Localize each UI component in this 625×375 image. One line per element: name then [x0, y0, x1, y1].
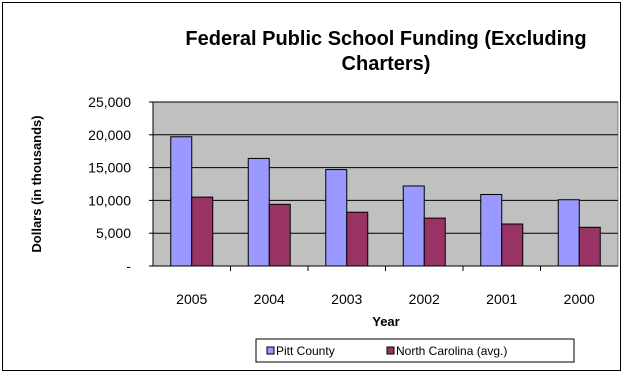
chart-frame: Federal Public School Funding (Excluding… [2, 2, 621, 371]
chart-title-line1: Federal Public School Funding (Excluding [185, 28, 586, 50]
bar-north-carolina-2005 [191, 196, 214, 267]
legend: Pitt County North Carolina (avg.) [255, 338, 575, 363]
bar-north-carolina-2004 [268, 203, 291, 267]
y-axis-ticks: - 5,000 10,000 15,000 20,000 25,000 [88, 94, 153, 274]
bar-pitt-county-2002 [402, 185, 425, 267]
bar-pitt-county-2005 [170, 136, 193, 267]
y-tick-label: 20,000 [88, 127, 131, 143]
x-tick-label: 2001 [486, 291, 517, 307]
legend-label-pitt-county: Pitt County [276, 344, 335, 358]
y-tick-label: 10,000 [88, 192, 131, 208]
legend-label-north-carolina: North Carolina (avg.) [396, 344, 507, 358]
x-axis-ticks: 2005 2004 2003 2002 2001 2000 [176, 266, 595, 307]
chart-title-line2: Charters) [342, 53, 431, 75]
x-tick-label: 2004 [254, 291, 285, 307]
y-tick-label: 25,000 [88, 94, 131, 110]
bar-pitt-county-2003 [325, 169, 348, 267]
bar-north-carolina-2003 [346, 211, 369, 267]
bar-pitt-county-2001 [480, 193, 503, 267]
x-tick-label: 2002 [409, 291, 440, 307]
gridlines [153, 101, 618, 234]
x-axis-title: Year [372, 314, 399, 329]
y-axis-title: Dollars (in thousands) [29, 115, 44, 252]
y-tick-label: 15,000 [88, 160, 131, 176]
x-tick-label: 2005 [176, 291, 207, 307]
x-tick-label: 2003 [331, 291, 362, 307]
x-tick-label: 2000 [564, 291, 595, 307]
bar-north-carolina-2000 [578, 226, 601, 267]
bar-pitt-county-2004 [247, 157, 270, 267]
y-tick-label: 5,000 [96, 225, 131, 241]
bar-pitt-county-2000 [557, 199, 580, 267]
legend-swatch-pitt-county [266, 346, 275, 355]
legend-box [255, 338, 575, 363]
bar-north-carolina-2001 [501, 223, 524, 267]
plot-area [152, 101, 619, 267]
bar-north-carolina-2002 [423, 217, 446, 267]
y-tick-label: - [126, 258, 131, 274]
legend-swatch-north-carolina [386, 346, 395, 355]
chart-svg: Federal Public School Funding (Excluding… [29, 28, 619, 363]
